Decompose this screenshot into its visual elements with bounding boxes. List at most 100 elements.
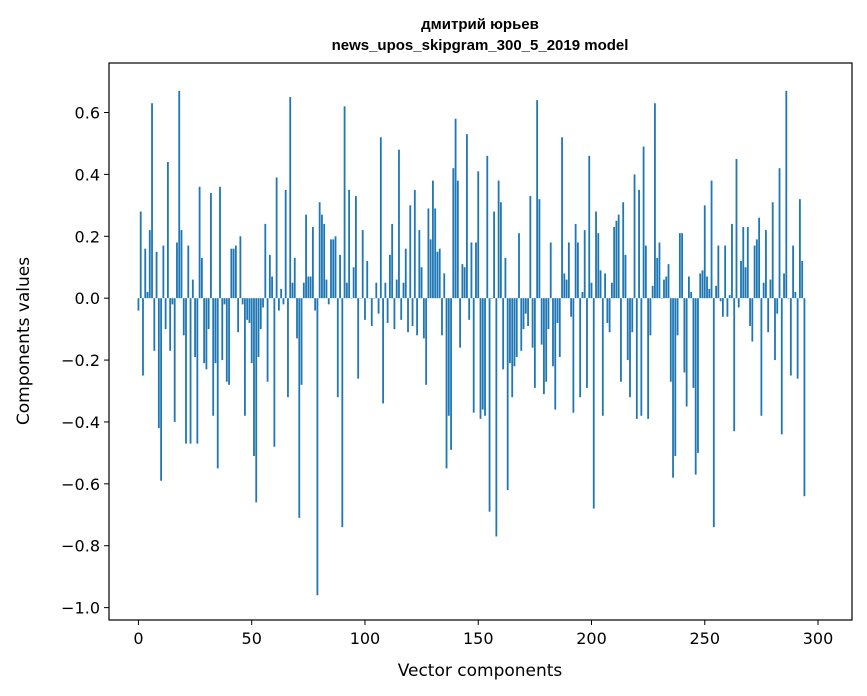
bar-component-181 bbox=[547, 298, 550, 330]
bar-component-183 bbox=[552, 298, 554, 367]
bar-component-70 bbox=[296, 298, 298, 339]
bar-component-225 bbox=[647, 298, 650, 419]
bar-component-278 bbox=[767, 298, 770, 333]
bar-component-79 bbox=[316, 298, 319, 596]
bar-component-84 bbox=[327, 298, 330, 305]
bar-component-178 bbox=[540, 298, 543, 345]
x-tick-label: 300 bbox=[803, 629, 834, 648]
bar-component-226 bbox=[649, 298, 652, 336]
bar-component-230 bbox=[658, 242, 661, 299]
bar-component-276 bbox=[762, 282, 765, 299]
bar-component-285 bbox=[783, 273, 785, 299]
bar-component-35 bbox=[216, 298, 219, 469]
bar-component-180 bbox=[545, 298, 548, 382]
bar-component-207 bbox=[606, 298, 609, 323]
bar-component-52 bbox=[255, 298, 258, 503]
bar-component-0 bbox=[137, 298, 140, 311]
bar-component-273 bbox=[755, 239, 758, 299]
bar-component-266 bbox=[740, 261, 742, 299]
bar-component-81 bbox=[321, 214, 323, 299]
bar-component-100 bbox=[364, 298, 366, 320]
bar-component-20 bbox=[182, 298, 185, 336]
bar-component-95 bbox=[352, 267, 355, 299]
bar-component-101 bbox=[366, 261, 369, 299]
bar-component-152 bbox=[481, 298, 484, 410]
bar-component-41 bbox=[230, 248, 233, 299]
bar-component-27 bbox=[198, 186, 201, 299]
bar-component-177 bbox=[538, 199, 541, 299]
bar-component-279 bbox=[769, 279, 772, 299]
bar-component-2 bbox=[142, 298, 144, 376]
bar-component-173 bbox=[529, 196, 532, 299]
bar-component-227 bbox=[651, 285, 654, 299]
bar-component-258 bbox=[721, 298, 724, 317]
x-axis-label: Vector components bbox=[398, 661, 563, 681]
y-axis-label: Components values bbox=[14, 257, 34, 425]
bar-component-163 bbox=[506, 298, 509, 491]
bar-component-126 bbox=[422, 298, 425, 339]
bar-component-289 bbox=[792, 245, 795, 299]
bar-component-158 bbox=[495, 298, 498, 537]
bar-component-58 bbox=[268, 254, 271, 299]
bar-component-137 bbox=[447, 298, 450, 416]
y-tick-label: 0.4 bbox=[75, 165, 100, 184]
x-tick-label: 50 bbox=[242, 629, 262, 648]
bar-component-206 bbox=[604, 273, 606, 299]
bar-component-120 bbox=[409, 205, 412, 299]
bar-component-191 bbox=[570, 298, 573, 317]
bar-component-218 bbox=[631, 298, 634, 333]
bar-component-60 bbox=[273, 298, 276, 447]
bar-component-10 bbox=[160, 298, 162, 481]
x-tick-label: 100 bbox=[350, 629, 381, 648]
bar-component-107 bbox=[379, 137, 382, 299]
bar-component-216 bbox=[626, 298, 629, 361]
bar-component-241 bbox=[683, 298, 686, 373]
bar-component-28 bbox=[200, 257, 203, 299]
bar-component-18 bbox=[178, 90, 181, 299]
bar-component-247 bbox=[697, 298, 699, 453]
bar-component-221 bbox=[638, 189, 640, 299]
bar-component-30 bbox=[205, 298, 208, 370]
bar-component-252 bbox=[708, 288, 711, 299]
bar-component-253 bbox=[710, 180, 713, 299]
bar-component-25 bbox=[194, 298, 196, 357]
bar-component-157 bbox=[493, 211, 495, 299]
bar-component-193 bbox=[574, 223, 577, 299]
bar-component-11 bbox=[162, 245, 165, 299]
bar-component-210 bbox=[613, 227, 616, 299]
bar-component-51 bbox=[253, 298, 255, 456]
bar-component-14 bbox=[169, 298, 172, 351]
bar-component-179 bbox=[543, 298, 545, 395]
bar-component-182 bbox=[549, 242, 552, 299]
bar-component-29 bbox=[203, 298, 206, 364]
bar-component-82 bbox=[323, 223, 326, 299]
bar-component-264 bbox=[735, 158, 738, 299]
bar-component-113 bbox=[393, 298, 396, 330]
bar-component-127 bbox=[425, 298, 428, 385]
bar-component-275 bbox=[760, 298, 763, 416]
bar-component-45 bbox=[239, 236, 242, 299]
bar-component-91 bbox=[343, 106, 346, 299]
bar-component-75 bbox=[307, 276, 310, 299]
bar-component-219 bbox=[633, 174, 636, 299]
bar-component-43 bbox=[234, 245, 237, 299]
bar-component-199 bbox=[588, 155, 591, 299]
bar-component-203 bbox=[597, 233, 600, 299]
bar-component-99 bbox=[361, 230, 364, 299]
bar-component-59 bbox=[271, 276, 273, 299]
bar-component-257 bbox=[719, 298, 722, 302]
bar-series bbox=[137, 90, 806, 596]
bar-component-146 bbox=[468, 298, 471, 320]
bar-component-39 bbox=[225, 298, 228, 382]
bar-component-55 bbox=[262, 298, 264, 308]
bar-component-170 bbox=[522, 298, 525, 330]
bar-component-292 bbox=[798, 199, 801, 299]
bar-component-259 bbox=[724, 245, 727, 299]
bar-component-118 bbox=[404, 248, 407, 299]
x-tick-label: 0 bbox=[133, 629, 143, 648]
bar-component-274 bbox=[758, 217, 761, 299]
bar-component-26 bbox=[196, 298, 199, 444]
bar-component-110 bbox=[386, 298, 389, 323]
bar-component-282 bbox=[776, 298, 779, 314]
bar-component-121 bbox=[411, 298, 414, 327]
